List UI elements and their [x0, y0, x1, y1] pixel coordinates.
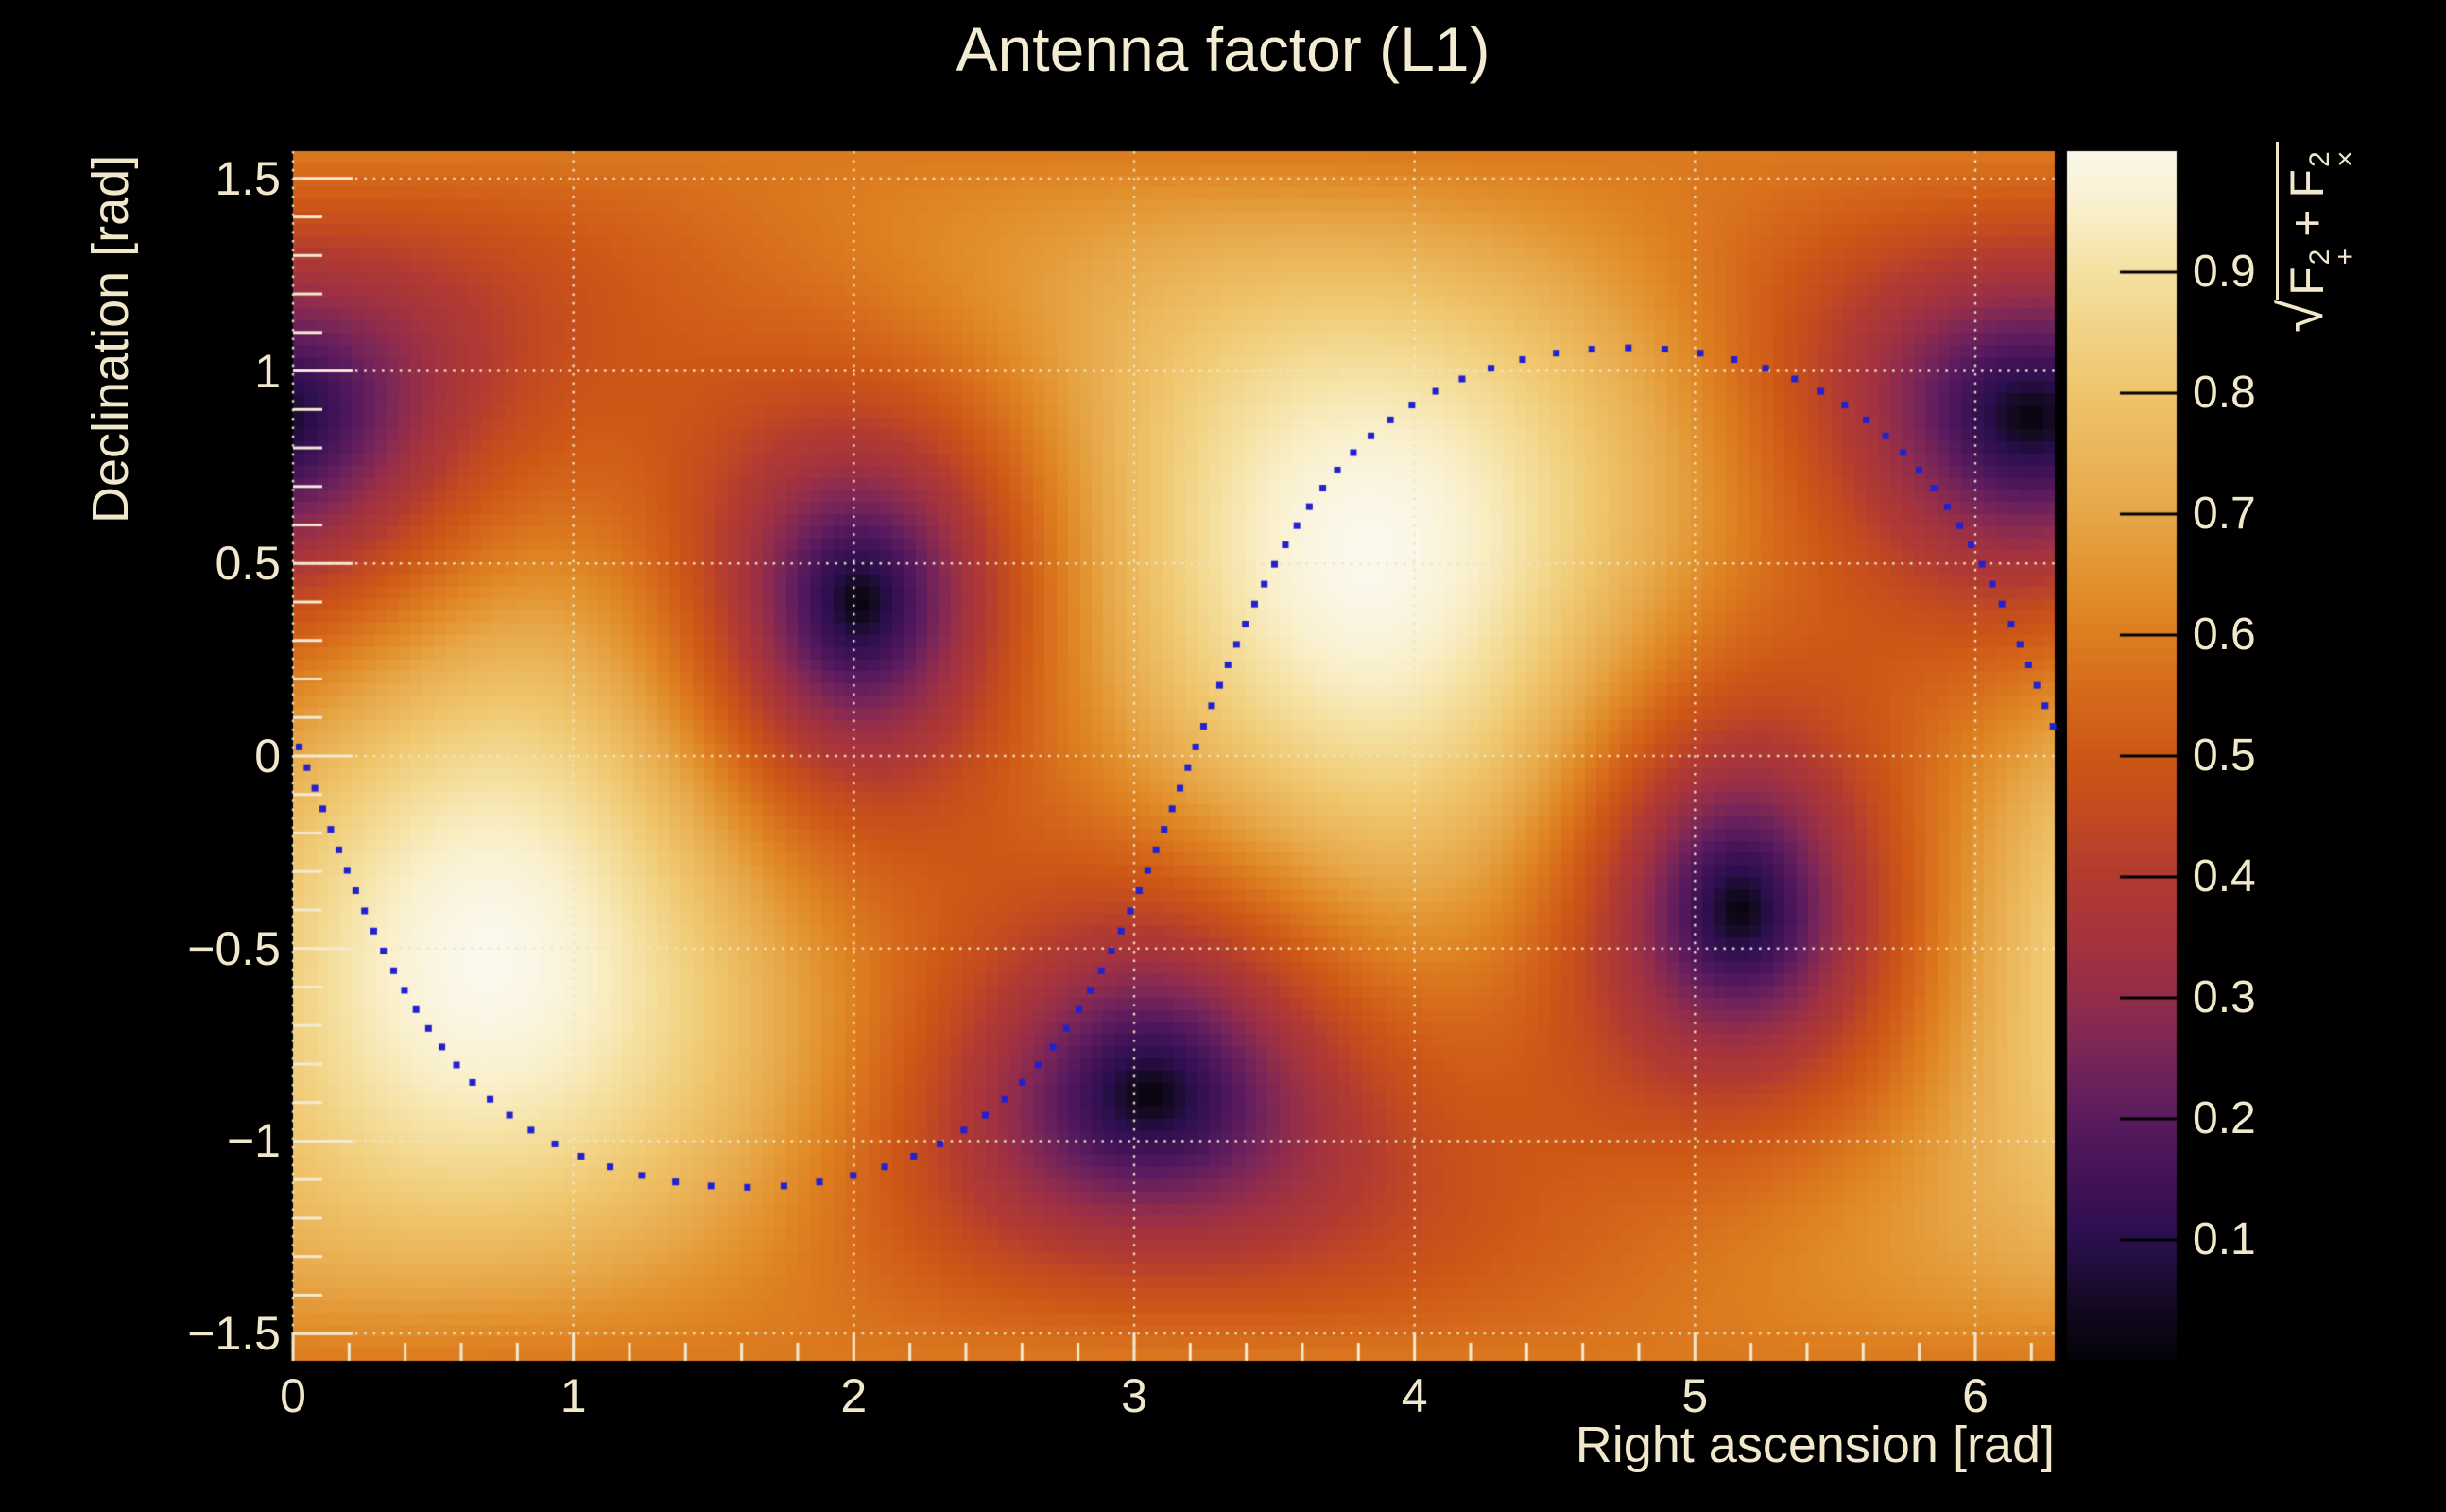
sqrt-symbol: √ — [2267, 299, 2335, 333]
x-tick-label: 0 — [280, 1369, 306, 1422]
y-tick-label: 1.5 — [215, 151, 281, 205]
x-tick-label: 2 — [840, 1369, 868, 1422]
colorbar-tick-label: 0.1 — [2193, 1214, 2256, 1264]
colorbar-tick-label: 0.4 — [2193, 851, 2256, 902]
y-axis-title: Declination [rad] — [82, 154, 139, 524]
colorbar-tick-label: 0.6 — [2193, 610, 2256, 660]
sqrt-radicand: F 2 + +F 2 × — [2276, 141, 2361, 300]
x-tick-label: 4 — [1401, 1369, 1428, 1422]
formula-term: F 2 × — [2281, 150, 2361, 198]
x-tick-label: 1 — [560, 1369, 587, 1422]
y-tick-label: −1.5 — [187, 1307, 281, 1361]
colorbar-tick-label: 0.8 — [2193, 368, 2256, 418]
y-tick-label: −0.5 — [187, 921, 281, 975]
formula-term: F 2 + — [2281, 248, 2361, 296]
x-tick-label: 6 — [1962, 1369, 1989, 1422]
colorbar-tick-label: 0.2 — [2193, 1093, 2256, 1143]
y-tick-label: 0 — [254, 730, 281, 782]
colorbar-axis-title: √F 2 + +F 2 × — [2267, 141, 2361, 333]
colorbar-tick-label: 0.7 — [2193, 489, 2256, 539]
colorbar-tick-label: 0.5 — [2193, 730, 2256, 781]
x-axis-title: Right ascension [rad] — [1575, 1417, 2055, 1473]
colorbar-tick-label: 0.9 — [2193, 247, 2256, 297]
x-tick-label: 3 — [1121, 1369, 1147, 1422]
colorbar-tick-label: 0.3 — [2193, 972, 2256, 1022]
plot-title: Antenna factor (L1) — [956, 14, 1490, 84]
y-tick-label: −1 — [226, 1114, 281, 1168]
x-tick-label: 5 — [1681, 1369, 1709, 1422]
y-tick-label: 1 — [254, 344, 281, 398]
y-tick-label: 0.5 — [215, 537, 281, 591]
